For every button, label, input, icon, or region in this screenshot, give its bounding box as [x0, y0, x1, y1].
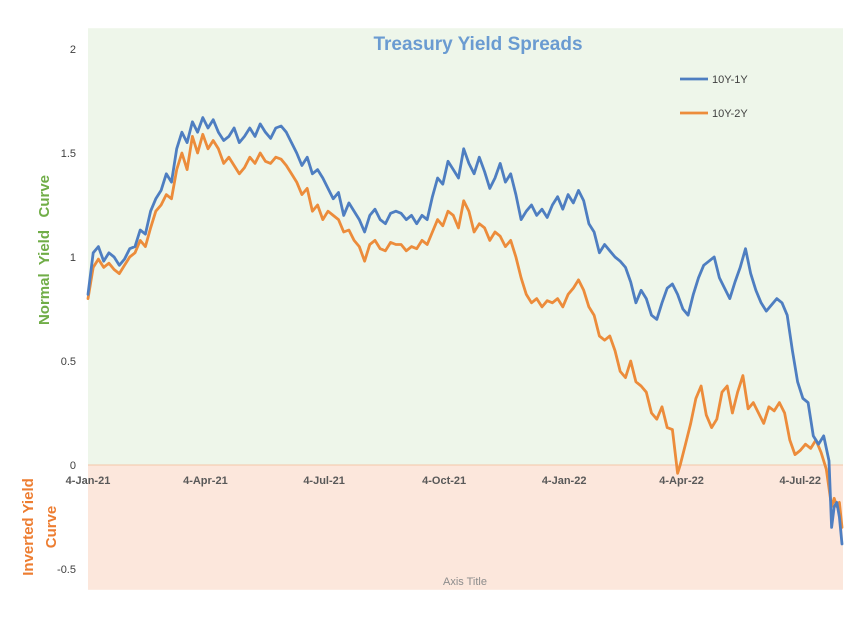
- series-line-10y-1y: [86, 116, 844, 546]
- inverted-region: [88, 465, 843, 590]
- y-tick-label: -0.5: [57, 564, 76, 576]
- series-layer: [86, 116, 844, 546]
- y-tick-label: 2: [70, 44, 76, 56]
- y-axis-label-inverted-line1: Inverted Yield: [20, 478, 37, 576]
- x-tick-label: 4-Oct-21: [422, 475, 466, 487]
- x-tick-label: 4-Apr-22: [659, 475, 704, 487]
- y-axis-label-normal: Normal Yield Curve: [36, 175, 53, 325]
- x-tick-label: 4-Jul-21: [303, 475, 345, 487]
- y-tick-label: 0: [70, 460, 76, 472]
- series-line-10y-2y: [86, 132, 844, 529]
- x-tick-label: 4-Jul-22: [779, 475, 821, 487]
- x-tick-label: 4-Jan-22: [542, 475, 587, 487]
- legend-label: 10Y-1Y: [712, 74, 748, 86]
- x-axis-title: Axis Title: [443, 576, 487, 588]
- y-tick-label: 0.5: [61, 356, 76, 368]
- y-tick-label: 1: [70, 252, 76, 264]
- x-axis-ticks: 4-Jan-21 4-Apr-21 4-Jul-21 4-Oct-21 4-Jan-22…: [66, 475, 821, 487]
- y-axis-label-inverted-line2: Curve: [43, 506, 60, 549]
- legend: 10Y-1Y 10Y-2Y: [680, 74, 748, 120]
- legend-label: 10Y-2Y: [712, 108, 748, 120]
- x-tick-label: 4-Jan-21: [66, 475, 111, 487]
- background-regions: [88, 28, 843, 590]
- y-tick-label: 1.5: [61, 148, 76, 160]
- chart-title: Treasury Yield Spreads: [373, 34, 582, 55]
- y-axis-ticks: 2 1.5 1 0.5 0 -0.5: [57, 44, 76, 576]
- normal-region: [88, 28, 843, 465]
- x-tick-label: 4-Apr-21: [183, 475, 228, 487]
